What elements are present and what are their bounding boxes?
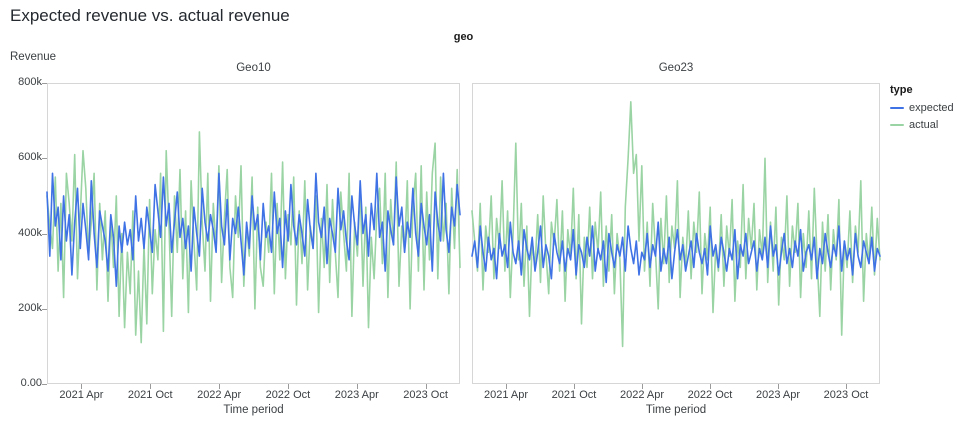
panel-title-geo10: Geo10	[236, 62, 271, 74]
line-chart-geo23[interactable]	[471, 83, 881, 389]
x-tick-label: 2021 Oct	[551, 389, 597, 401]
y-tick-label: 600k	[18, 151, 42, 164]
expected-line-swatch	[890, 107, 904, 109]
y-axis-tick-labels: 0.00 200k 400k 600k 800k	[6, 76, 42, 389]
legend: type expected actual	[890, 84, 954, 136]
legend-title: type	[890, 84, 913, 96]
x-axis-tick-labels-geo10: 2021 Apr 2021 Oct 2022 Apr 2022 Oct 2023 Apr…	[47, 389, 460, 403]
facet-field-label: geo	[453, 31, 474, 43]
line-chart-geo10[interactable]	[42, 83, 461, 389]
y-axis-title: Revenue	[10, 51, 57, 63]
y-tick-label: 800k	[18, 76, 42, 88]
x-axis-tick-labels-geo23: 2021 Apr 2021 Oct 2022 Apr 2022 Oct 2023 Apr…	[472, 389, 880, 403]
x-tick-label: 2021 Apr	[483, 389, 529, 401]
panel-title-geo23: Geo23	[658, 62, 694, 74]
legend-label-expected: expected	[909, 102, 954, 114]
y-tick-label: 0.00	[20, 377, 42, 389]
x-tick-label: 2023 Apr	[334, 389, 379, 401]
x-tick-label: 2022 Oct	[265, 389, 311, 401]
x-tick-label: 2021 Oct	[127, 389, 173, 401]
x-tick-label: 2022 Apr	[619, 389, 665, 401]
page-title: Expected revenue vs. actual revenue	[10, 6, 290, 25]
x-tick-label: 2023 Oct	[403, 389, 448, 401]
x-axis-title-geo10: Time period	[223, 404, 284, 416]
x-tick-label: 2023 Apr	[755, 389, 801, 401]
y-tick-label: 400k	[18, 226, 42, 239]
x-tick-label: 2022 Apr	[197, 389, 242, 401]
legend-item-expected[interactable]: expected	[890, 102, 954, 114]
x-axis-title-geo23: Time period	[645, 404, 707, 416]
x-tick-label: 2022 Oct	[687, 389, 733, 401]
x-tick-label: 2023 Oct	[823, 389, 869, 401]
legend-label-actual: actual	[909, 119, 939, 131]
y-tick-label: 200k	[18, 301, 42, 314]
actual-line-swatch	[890, 124, 904, 126]
legend-item-actual[interactable]: actual	[890, 119, 954, 131]
x-tick-label: 2021 Apr	[59, 389, 104, 401]
